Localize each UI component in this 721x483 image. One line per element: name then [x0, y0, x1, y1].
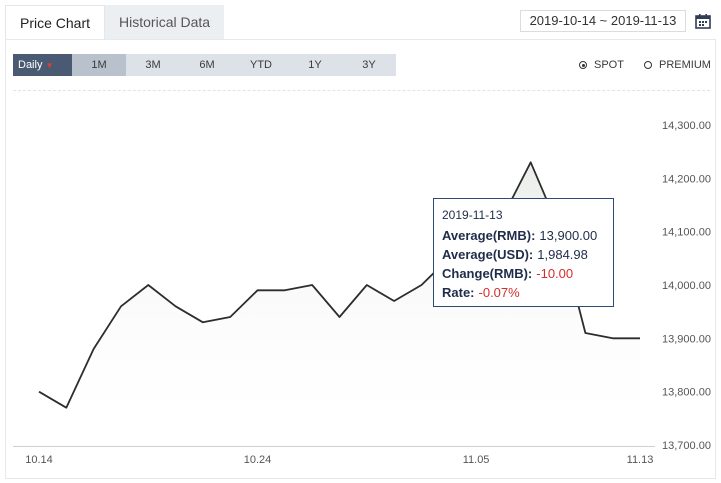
tooltip-value: 1,984.98 [537, 247, 588, 262]
y-tick-label: 14,200.00 [662, 173, 711, 185]
x-tick-label: 11.13 [627, 454, 654, 466]
chart-tooltip: 2019-11-13 Average(RMB): 13,900.00 Averag… [433, 198, 614, 307]
date-range-input[interactable]: 2019-10-14 ~ 2019-11-13 [520, 10, 686, 32]
legend-spot[interactable]: SPOT [579, 59, 624, 71]
caret-down-icon: ▼ [45, 61, 54, 70]
range-button-1y[interactable]: 1Y [308, 59, 322, 71]
y-tick-label: 13,900.00 [662, 333, 711, 345]
tooltip-label: Rate: [442, 285, 475, 300]
tooltip-row-average-usd: Average(USD): 1,984.98 [442, 245, 613, 264]
tooltip-row-change: Change(RMB): -10.00 [442, 264, 613, 283]
tooltip-date: 2019-11-13 [442, 208, 503, 222]
tooltip-value: 13,900.00 [539, 228, 598, 243]
range-button-6m[interactable]: 6M [199, 59, 215, 71]
daily-dropdown[interactable]: Daily ▼ [13, 54, 72, 76]
x-tick-label: 10.14 [25, 454, 53, 466]
range-button-1m[interactable]: 1M [72, 54, 126, 76]
radio-unselected-icon [644, 61, 652, 69]
daily-label: Daily [18, 59, 43, 71]
tooltip-row-average-rmb: Average(RMB): 13,900.00 [442, 226, 613, 245]
tooltip-label: Average(USD): [442, 247, 534, 262]
y-tick-label: 14,100.00 [662, 227, 711, 239]
y-tick-label: 13,700.00 [662, 440, 711, 452]
tooltip-label: Average(RMB): [442, 228, 536, 243]
tab-historical-data[interactable]: Historical Data [105, 5, 225, 39]
tooltip-value: -0.07% [478, 285, 520, 300]
range-button-ytd[interactable]: YTD [250, 59, 272, 71]
legend-spot-label: SPOT [594, 59, 624, 71]
tab-bar: Price Chart Historical Data [5, 5, 225, 39]
y-tick-label: 13,800.00 [662, 387, 711, 399]
legend-premium-label: PREMIUM [659, 59, 711, 71]
tooltip-row-rate: Rate: -0.07% [442, 283, 613, 302]
x-tick-label: 11.05 [463, 454, 490, 466]
y-tick-label: 14,300.00 [662, 120, 711, 132]
tooltip-label: Change(RMB): [442, 266, 533, 281]
legend-premium[interactable]: PREMIUM [644, 59, 711, 71]
tab-price-chart[interactable]: Price Chart [5, 5, 106, 39]
chart-panel [5, 39, 716, 479]
divider [13, 90, 710, 91]
y-tick-label: 14,000.00 [662, 280, 711, 292]
range-selector: Daily ▼ 1M 3M 6M YTD 1Y 3Y [13, 54, 396, 76]
series-line-spot [38, 161, 640, 409]
range-button-3y[interactable]: 3Y [362, 59, 376, 71]
calendar-icon[interactable] [695, 14, 711, 29]
x-tick-label: 10.24 [244, 454, 272, 466]
radio-selected-icon [579, 61, 587, 69]
tooltip-value: -10.00 [536, 266, 574, 281]
range-button-3m[interactable]: 3M [145, 59, 161, 71]
